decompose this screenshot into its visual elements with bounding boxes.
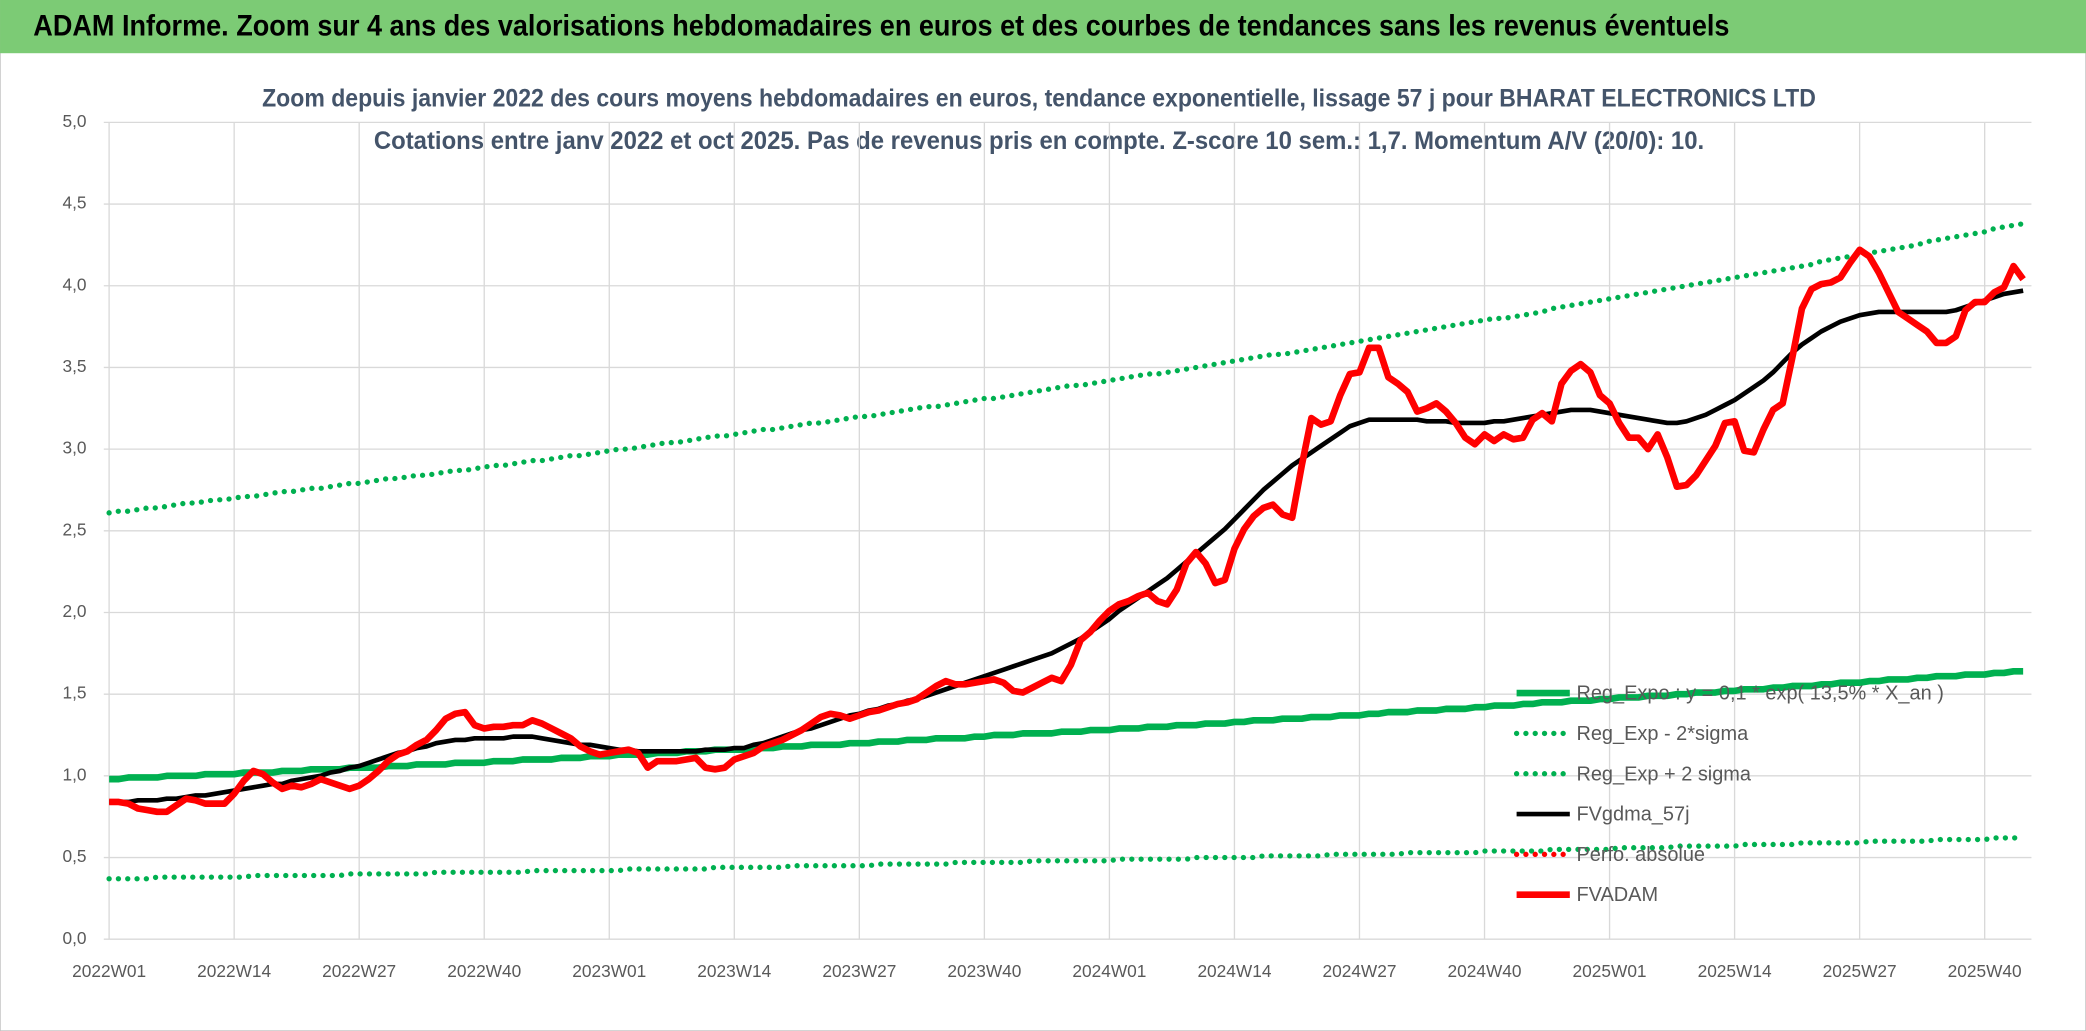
x-tick-label: 2024W01 (1072, 961, 1146, 981)
legend-label: Reg_Exp - 2*sigma (1576, 723, 1749, 745)
x-tick-label: 2025W01 (1573, 961, 1647, 981)
y-tick-label: 4,5 (62, 193, 86, 213)
x-tick-label: 2024W14 (1197, 961, 1271, 981)
y-tick-label: 2,0 (62, 601, 86, 621)
series-line (106, 835, 2026, 882)
series-line (109, 246, 2026, 816)
x-tick-label: 2025W27 (1823, 961, 1897, 981)
legend-label: FVgdma_57j (1576, 804, 1689, 826)
x-tick-label: 2022W27 (322, 961, 396, 981)
header-band (0, 0, 2086, 54)
x-tick-label: 2023W14 (697, 961, 771, 981)
legend-label: Reg_Expo : y = 0,1 * exp( 13,5% * X_an ) (1576, 683, 1943, 705)
y-tick-label: 1,5 (62, 683, 86, 703)
legend-label: Reg_Exp + 2 sigma (1576, 763, 1751, 785)
x-tick-label: 2025W14 (1698, 961, 1772, 981)
chart-title: Zoom depuis janvier 2022 des cours moyen… (262, 84, 1816, 112)
x-tick-label: 2022W14 (197, 961, 271, 981)
series-line (109, 667, 2024, 783)
series-line (109, 288, 2024, 805)
y-tick-label: 0,5 (62, 846, 86, 866)
x-tick-label: 2022W01 (72, 961, 146, 981)
legend-label: FVADAM (1576, 884, 1658, 906)
y-tick-label: 3,5 (62, 356, 86, 376)
x-tick-label: 2022W40 (447, 961, 521, 981)
header-title: ADAM Informe. Zoom sur 4 ans des valoris… (33, 11, 1729, 43)
legend-label: Perfo. absolue (1576, 844, 1705, 866)
y-tick-label: 2,5 (62, 519, 86, 539)
y-tick-label: 0,0 (62, 928, 86, 948)
x-tick-label: 2023W40 (947, 961, 1021, 981)
x-tick-label: 2023W01 (572, 961, 646, 981)
y-tick-label: 4,0 (62, 274, 86, 294)
chart-subtitle: Cotations entre janv 2022 et oct 2025. P… (374, 127, 1704, 155)
y-tick-label: 1,0 (62, 764, 86, 784)
x-tick-label: 2024W27 (1322, 961, 1396, 981)
x-tick-label: 2023W27 (822, 961, 896, 981)
x-tick-label: 2025W40 (1948, 961, 2022, 981)
y-tick-label: 3,0 (62, 438, 86, 458)
y-tick-label: 5,0 (62, 111, 86, 131)
x-tick-label: 2024W40 (1448, 961, 1522, 981)
series-line (106, 221, 2026, 516)
